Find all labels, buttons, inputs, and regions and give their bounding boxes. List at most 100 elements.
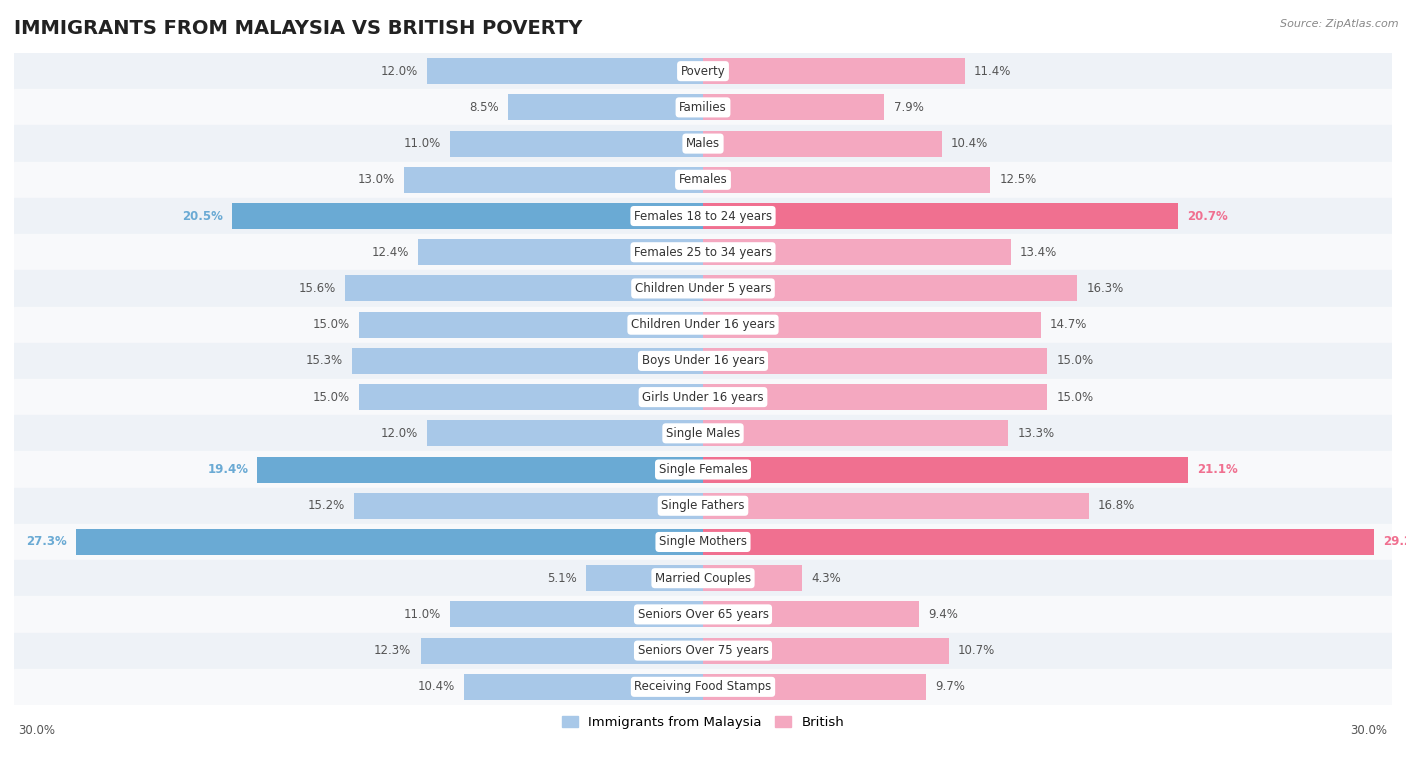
Text: Females 25 to 34 years: Females 25 to 34 years — [634, 246, 772, 258]
Bar — [14, 161, 1392, 198]
Bar — [14, 487, 1392, 524]
Text: 15.6%: 15.6% — [298, 282, 336, 295]
Bar — [14, 126, 1392, 161]
Bar — [427, 420, 703, 446]
Bar — [703, 637, 949, 664]
Bar — [703, 348, 1047, 374]
Text: Seniors Over 65 years: Seniors Over 65 years — [637, 608, 769, 621]
Legend: Immigrants from Malaysia, British: Immigrants from Malaysia, British — [557, 710, 849, 735]
Bar — [703, 240, 1011, 265]
Text: 15.0%: 15.0% — [312, 390, 349, 403]
Bar — [586, 565, 703, 591]
Text: 12.3%: 12.3% — [374, 644, 412, 657]
Text: Families: Families — [679, 101, 727, 114]
Text: 15.0%: 15.0% — [312, 318, 349, 331]
Text: 16.3%: 16.3% — [1087, 282, 1123, 295]
Text: 30.0%: 30.0% — [18, 724, 56, 737]
Text: 10.4%: 10.4% — [950, 137, 988, 150]
Text: 21.1%: 21.1% — [1197, 463, 1237, 476]
Bar — [14, 379, 1392, 415]
Bar — [359, 384, 703, 410]
Bar — [703, 203, 1178, 229]
Bar — [232, 203, 703, 229]
Text: 15.2%: 15.2% — [308, 500, 344, 512]
Bar — [14, 632, 1392, 669]
Text: 7.9%: 7.9% — [894, 101, 924, 114]
Bar — [703, 58, 965, 84]
Text: Poverty: Poverty — [681, 64, 725, 77]
Bar — [14, 415, 1392, 452]
Bar — [14, 271, 1392, 306]
Bar — [703, 94, 884, 121]
Text: 20.7%: 20.7% — [1188, 209, 1229, 223]
Text: IMMIGRANTS FROM MALAYSIA VS BRITISH POVERTY: IMMIGRANTS FROM MALAYSIA VS BRITISH POVE… — [14, 19, 582, 38]
Text: 12.5%: 12.5% — [1000, 174, 1036, 186]
Bar — [703, 493, 1088, 518]
Text: 11.0%: 11.0% — [404, 608, 441, 621]
Text: Children Under 5 years: Children Under 5 years — [634, 282, 772, 295]
Text: 12.4%: 12.4% — [371, 246, 409, 258]
Text: Single Males: Single Males — [666, 427, 740, 440]
Bar — [359, 312, 703, 338]
Bar — [703, 674, 925, 700]
Bar — [450, 130, 703, 157]
Text: Males: Males — [686, 137, 720, 150]
Bar — [344, 275, 703, 302]
Text: 5.1%: 5.1% — [547, 572, 576, 584]
Text: Girls Under 16 years: Girls Under 16 years — [643, 390, 763, 403]
Bar — [352, 348, 703, 374]
Bar — [427, 58, 703, 84]
Bar — [703, 601, 920, 628]
Bar — [76, 529, 703, 555]
Text: 15.0%: 15.0% — [1057, 390, 1094, 403]
Bar — [14, 524, 1392, 560]
Text: Seniors Over 75 years: Seniors Over 75 years — [637, 644, 769, 657]
Bar — [14, 560, 1392, 597]
Text: 14.7%: 14.7% — [1050, 318, 1087, 331]
Text: 16.8%: 16.8% — [1098, 500, 1135, 512]
Text: Single Fathers: Single Fathers — [661, 500, 745, 512]
Text: 30.0%: 30.0% — [1350, 724, 1388, 737]
Text: 9.7%: 9.7% — [935, 681, 965, 694]
Text: 27.3%: 27.3% — [27, 535, 67, 549]
Bar — [703, 167, 990, 193]
Text: 20.5%: 20.5% — [183, 209, 224, 223]
Bar — [703, 420, 1008, 446]
Bar — [703, 275, 1077, 302]
Bar — [703, 529, 1374, 555]
Text: 12.0%: 12.0% — [381, 64, 418, 77]
Text: 13.0%: 13.0% — [359, 174, 395, 186]
Text: 9.4%: 9.4% — [928, 608, 957, 621]
Bar — [508, 94, 703, 121]
Bar — [418, 240, 703, 265]
Bar — [464, 674, 703, 700]
Bar — [703, 456, 1188, 483]
Text: Source: ZipAtlas.com: Source: ZipAtlas.com — [1281, 19, 1399, 29]
Text: 15.0%: 15.0% — [1057, 355, 1094, 368]
Bar — [703, 130, 942, 157]
Text: Females 18 to 24 years: Females 18 to 24 years — [634, 209, 772, 223]
Bar — [405, 167, 703, 193]
Bar — [420, 637, 703, 664]
Text: Receiving Food Stamps: Receiving Food Stamps — [634, 681, 772, 694]
Bar — [703, 565, 801, 591]
Bar — [14, 89, 1392, 126]
Text: Children Under 16 years: Children Under 16 years — [631, 318, 775, 331]
Text: 13.4%: 13.4% — [1019, 246, 1057, 258]
Text: 4.3%: 4.3% — [811, 572, 841, 584]
Text: 10.7%: 10.7% — [957, 644, 995, 657]
Bar — [14, 343, 1392, 379]
Text: Boys Under 16 years: Boys Under 16 years — [641, 355, 765, 368]
Text: 12.0%: 12.0% — [381, 427, 418, 440]
Bar — [14, 306, 1392, 343]
Text: Married Couples: Married Couples — [655, 572, 751, 584]
Text: 29.2%: 29.2% — [1382, 535, 1406, 549]
Text: 8.5%: 8.5% — [470, 101, 499, 114]
Text: Single Females: Single Females — [658, 463, 748, 476]
Text: Females: Females — [679, 174, 727, 186]
Bar — [450, 601, 703, 628]
Bar — [703, 312, 1040, 338]
Text: 19.4%: 19.4% — [207, 463, 249, 476]
Text: 11.0%: 11.0% — [404, 137, 441, 150]
Text: 11.4%: 11.4% — [974, 64, 1011, 77]
